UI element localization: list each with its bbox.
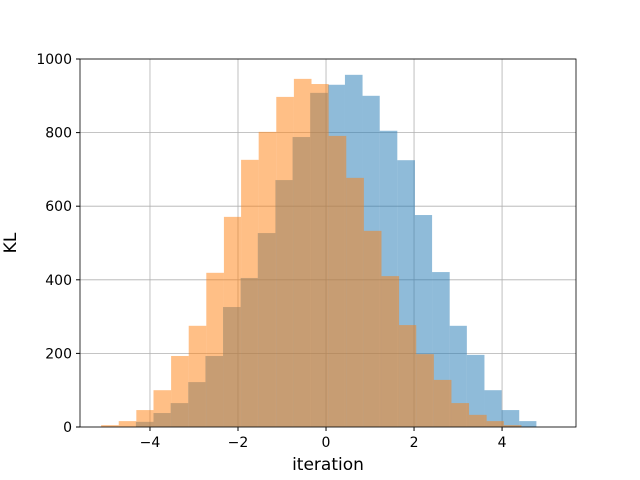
histogram-bar bbox=[101, 425, 119, 427]
histogram-bar bbox=[381, 276, 400, 427]
histogram-bar bbox=[223, 216, 242, 427]
histogram-bar bbox=[188, 325, 207, 427]
y-tick-label: 0 bbox=[63, 420, 72, 436]
histogram-bar bbox=[241, 159, 259, 427]
histogram-bar bbox=[276, 96, 294, 428]
histogram-bar bbox=[363, 230, 382, 427]
x-axis-label: iteration bbox=[292, 455, 364, 475]
histogram-bar bbox=[328, 135, 347, 428]
histogram-bar bbox=[399, 325, 417, 427]
y-tick-label: 600 bbox=[45, 199, 72, 215]
histogram-bar bbox=[449, 325, 467, 427]
plot-frame bbox=[79, 58, 577, 428]
histogram-bar bbox=[519, 421, 537, 427]
y-tick-label: 200 bbox=[45, 346, 72, 362]
histogram-bar bbox=[503, 425, 522, 427]
histogram-bar bbox=[136, 410, 154, 427]
histogram-bar bbox=[346, 177, 364, 427]
histogram-bar bbox=[258, 131, 277, 427]
x-tick-label: 0 bbox=[322, 435, 331, 451]
histogram-bar bbox=[486, 421, 504, 427]
x-tick-label: 4 bbox=[498, 435, 507, 451]
histogram-bar bbox=[433, 379, 452, 427]
y-axis-label: KL bbox=[1, 232, 21, 253]
x-tick-label: 2 bbox=[410, 435, 419, 451]
histogram-bar bbox=[451, 403, 470, 427]
histogram-bar bbox=[416, 354, 434, 427]
histogram-bar bbox=[311, 84, 329, 428]
y-tick-label: 1000 bbox=[36, 52, 72, 68]
x-tick-label: −2 bbox=[228, 435, 249, 451]
x-tick-label: −4 bbox=[140, 435, 161, 451]
histogram-bar bbox=[484, 390, 502, 427]
histogram-bar bbox=[501, 410, 520, 427]
y-tick-label: 800 bbox=[45, 126, 72, 142]
histogram-bar bbox=[466, 354, 485, 427]
histogram-bar bbox=[469, 414, 487, 427]
histogram-bar bbox=[153, 390, 172, 427]
histogram-bar bbox=[118, 421, 137, 427]
histogram-bar bbox=[293, 78, 312, 427]
histogram-bar bbox=[171, 355, 189, 427]
y-tick-label: 400 bbox=[45, 273, 72, 289]
histogram-bar bbox=[206, 272, 224, 427]
